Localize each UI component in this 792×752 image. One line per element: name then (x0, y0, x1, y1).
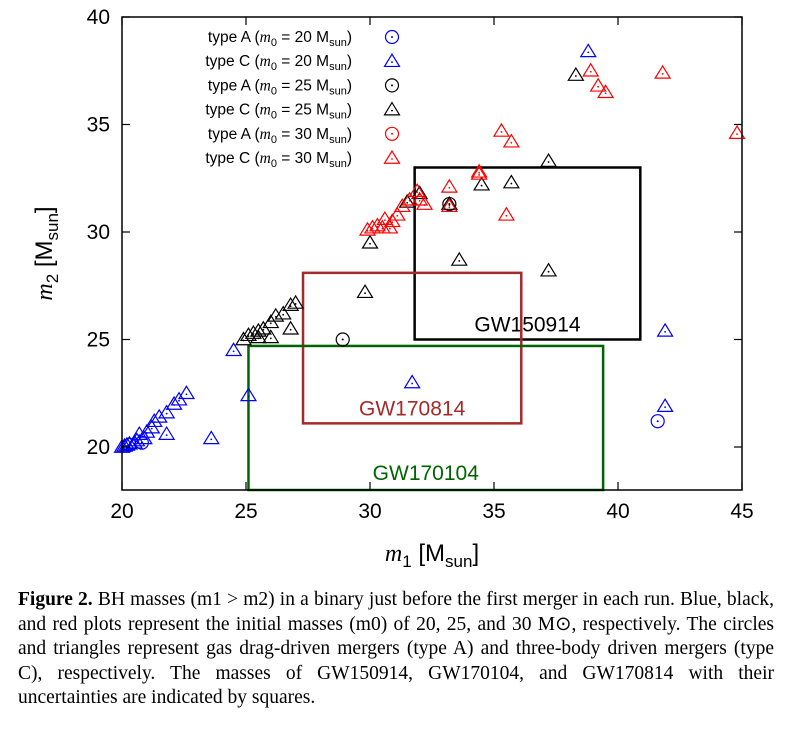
data-point (440, 195, 458, 210)
y-tick-label: 40 (87, 6, 110, 29)
gw-box-label: GW170104 (373, 462, 480, 485)
data-point (361, 234, 379, 249)
legend-label: type A (m0 = 25 Msun) (208, 77, 352, 97)
data-point (582, 62, 600, 77)
data-point (388, 206, 406, 221)
data-point (335, 332, 350, 347)
data-point (150, 408, 168, 423)
data-point (539, 262, 558, 277)
legend-marker (384, 29, 400, 45)
data-point (376, 210, 394, 225)
legend-marker (383, 101, 401, 116)
data-point (654, 64, 672, 79)
data-point (567, 66, 585, 81)
data-point (239, 387, 258, 402)
data-point (579, 43, 597, 58)
data-point (656, 322, 674, 337)
data-point (450, 251, 468, 266)
axis-ticks: 20 25 30 35 40 45 20 25 30 35 40 (87, 6, 754, 523)
legend-marker (384, 78, 400, 93)
caption-bold-label: Figure 2. (18, 589, 93, 610)
data-point (158, 404, 176, 419)
gw-box-label: GW170814 (359, 397, 466, 420)
caption-text: BH masses (m1 > m2) in a binary just bef… (18, 589, 775, 708)
gw-box-label: GW150914 (474, 314, 581, 337)
data-point (473, 176, 491, 191)
data-point (282, 320, 300, 335)
data-point (158, 425, 176, 440)
data-point (502, 133, 520, 148)
y-tick-label: 20 (87, 436, 110, 459)
data-point (403, 374, 421, 389)
data-point (597, 84, 615, 99)
data-point (539, 152, 558, 167)
data-point (728, 124, 746, 139)
data-point (656, 398, 674, 412)
legend-marker (383, 149, 401, 164)
legend-label: type A (m0 = 30 Msun) (208, 126, 352, 146)
x-tick-label: 35 (482, 500, 505, 523)
data-points (113, 43, 746, 453)
legend: type A (m0 = 20 Msun) type C (m0 = 20 Msu… (205, 29, 401, 170)
gw-box (301, 271, 523, 425)
data-point (202, 430, 220, 445)
data-point (589, 77, 607, 92)
gw-box (413, 166, 642, 341)
data-point (502, 174, 520, 189)
y-tick-label: 25 (87, 329, 110, 352)
data-point (249, 329, 267, 344)
x-axis-title: m1 [Msun] (385, 540, 479, 571)
legend-label: type C (m0 = 30 Msun) (205, 150, 352, 170)
data-point (440, 198, 458, 213)
data-point (401, 191, 419, 206)
data-point (287, 294, 305, 309)
data-point (381, 219, 399, 234)
x-tick-label: 45 (730, 500, 753, 523)
x-tick-label: 20 (110, 500, 133, 523)
x-tick-label: 40 (606, 500, 629, 523)
data-point (262, 329, 280, 344)
data-point (492, 122, 511, 137)
x-tick-label: 25 (234, 500, 257, 523)
data-point (470, 165, 488, 180)
y-tick-label: 30 (87, 221, 110, 244)
data-point (497, 206, 515, 221)
data-point (650, 414, 665, 429)
data-point (411, 191, 429, 206)
legend-label: type C (m0 = 25 Msun) (205, 102, 352, 122)
gw-event-boxes: GW150914 GW170814 GW170104 (247, 166, 642, 492)
data-point (440, 178, 458, 193)
data-point (274, 305, 292, 320)
y-tick-label: 35 (87, 114, 110, 137)
legend-marker (384, 126, 400, 141)
data-point (470, 163, 488, 178)
legend-marker (383, 53, 401, 68)
y-axis-title: m2 [Msun] (31, 206, 62, 300)
plot-frame (121, 16, 743, 491)
x-tick-label: 30 (358, 500, 381, 523)
legend-label: type C (m0 = 20 Msun) (205, 53, 352, 73)
data-point (177, 385, 196, 400)
legend-label: type A (m0 = 20 Msun) (208, 29, 352, 49)
figure-caption: Figure 2. BH masses (m1 > m2) in a binar… (18, 588, 774, 711)
data-point (356, 284, 374, 299)
data-point (225, 342, 243, 357)
